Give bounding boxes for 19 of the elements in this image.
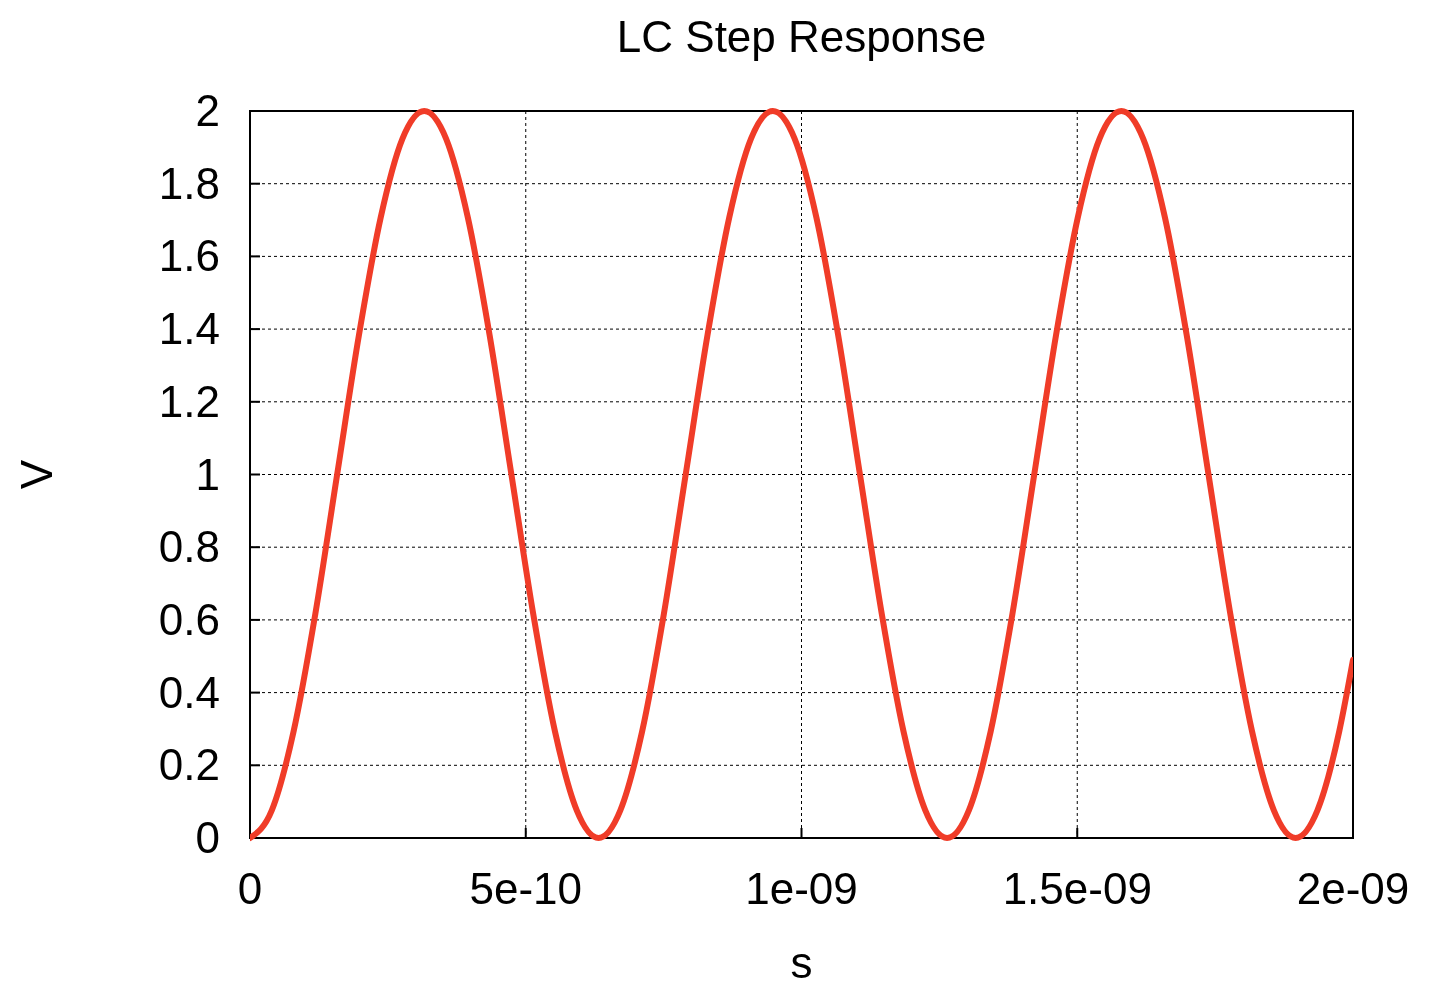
y-tick-label: 1.8: [158, 158, 220, 208]
x-tick-label: 2e-09: [1296, 864, 1410, 913]
y-tick-label: 1.2: [158, 376, 220, 426]
y-tick-label: 0.4: [158, 667, 220, 717]
x-axis-title: s: [790, 938, 813, 987]
y-tick-label: 1.4: [158, 304, 220, 354]
y-tick-label: 0.8: [158, 522, 220, 572]
chart-title: LC Step Response: [616, 12, 987, 61]
y-tick-label: 2: [195, 86, 220, 135]
y-tick-label: 0.2: [158, 740, 220, 790]
y-tick-label: 0.6: [158, 594, 220, 644]
y-axis-title: V: [12, 459, 61, 490]
y-tick-label: 0: [195, 813, 220, 862]
x-tick-label: 1e-09: [745, 864, 858, 913]
x-tick-label: 0: [237, 864, 263, 913]
x-tick-label: 1.5e-09: [1002, 864, 1152, 913]
y-tick-label: 1: [195, 449, 220, 499]
x-tick-label: 5e-10: [469, 864, 583, 913]
y-tick-label: 1.6: [158, 231, 220, 281]
